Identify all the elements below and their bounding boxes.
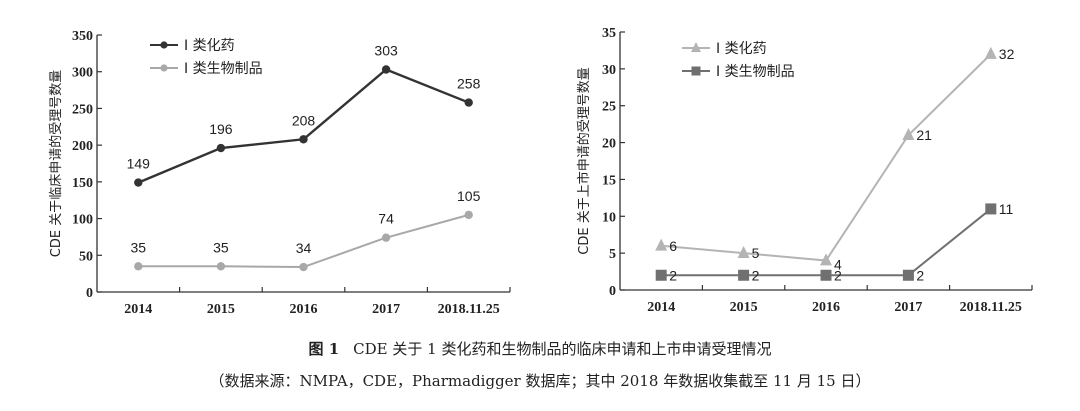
legend-item: I 类化药 [150,38,235,54]
data-label: 149 [127,156,151,172]
y-tick-label: 350 [72,29,93,44]
data-label: 196 [209,121,233,137]
y-tick-label: 30 [602,63,616,78]
x-tick-label: 2017 [894,300,922,315]
y-tick-label: 10 [602,210,616,225]
series-line: 2 2 2 2 11 [655,201,1014,283]
data-label: 6 [669,238,677,254]
data-label: 35 [213,239,229,255]
data-label: 2 [669,267,677,283]
data-label: 5 [752,245,760,261]
data-label: 74 [378,211,394,227]
y-tick-label: 25 [602,100,616,115]
y-axis-title: CDE 关于临床申请的受理号数量 [48,70,64,257]
data-label: 303 [374,43,398,59]
x-tick-label: 2015 [207,302,235,317]
data-label: 2 [834,267,842,283]
series-line: 149 196 208 303 258 [127,43,481,187]
x-tick-label: 2016 [812,300,840,315]
y-tick-label: 20 [602,137,616,152]
data-label: 32 [999,46,1015,62]
y-tick-label: 200 [72,139,93,154]
data-label: 34 [296,240,312,256]
x-tick-label: 2017 [372,302,400,317]
figure-title: CDE 关于 1 类化药和生物制品的临床申请和上市申请受理情况 [353,340,772,358]
data-label: 208 [292,112,316,128]
figure-number: 图 1 [308,340,340,358]
y-tick-label: 35 [602,26,616,41]
x-tick-label: 2015 [730,300,758,315]
y-tick-label: 250 [72,102,93,117]
x-tick-label: 2014 [647,300,675,315]
y-tick-label: 15 [602,173,616,188]
figure-caption-note: （数据来源：NMPA，CDE，Pharmadigger 数据库；其中 2018 … [209,372,871,390]
data-label: 21 [916,127,932,143]
svg-text:I 类化药: I 类化药 [184,38,235,54]
svg-text:I 类化药: I 类化药 [716,41,767,57]
y-tick-label: 150 [72,176,93,191]
data-label: 2 [916,267,924,283]
x-tick-label: 2016 [290,302,318,317]
clinical-applications-chart: 0 50 100 150 200 250 300 350 2014 2015 2016 2017 201… [48,29,511,317]
figure-caption-title: 图 1 CDE 关于 1 类化药和生物制品的临床申请和上市申请受理情况 [0,338,1080,359]
legend-item: I 类化药 [682,41,767,57]
data-label: 35 [131,239,147,255]
data-label: 2 [752,267,760,283]
y-tick-label: 5 [609,247,616,262]
y-tick-label: 100 [72,213,93,228]
legend-item: I 类生物制品 [150,61,263,77]
data-label: 11 [999,201,1014,217]
x-tick-label: 2018.11.25 [960,300,1022,315]
y-axis-title: CDE 关于上市申请的受理号数量 [576,67,592,254]
y-tick-label: 50 [79,249,93,264]
x-tick-label: 2018.11.25 [438,302,500,317]
svg-text:I 类生物制品: I 类生物制品 [716,64,795,80]
svg-text:I 类生物制品: I 类生物制品 [184,61,263,77]
series-line: 6 5 4 21 32 [655,46,1015,273]
data-label: 105 [457,188,481,204]
x-tick-label: 2014 [124,302,152,317]
data-label: 258 [457,76,481,92]
y-tick-label: 0 [609,284,616,299]
legend-item: I 类生物制品 [682,64,795,80]
series-line: 35 35 34 74 105 [131,188,481,272]
data-label: 4 [834,257,842,273]
y-tick-label: 0 [86,286,93,301]
y-tick-label: 300 [72,66,93,81]
